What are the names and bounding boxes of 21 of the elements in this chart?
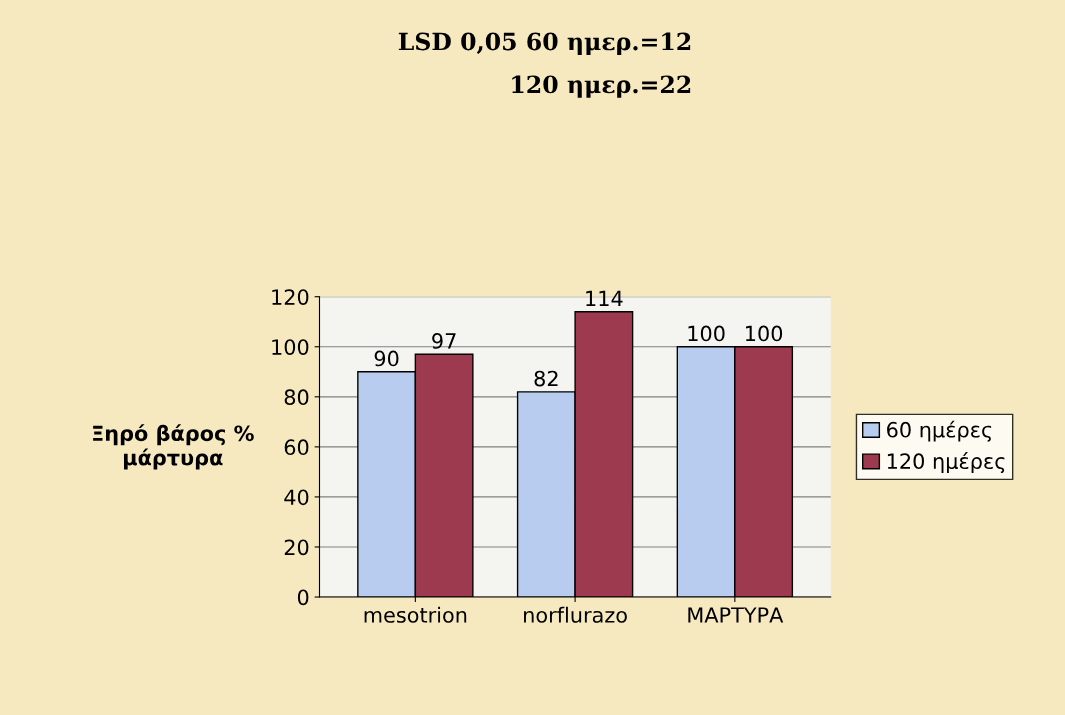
text: 120 ημερ.=22 [512, 75, 691, 98]
data-label: 97 [432, 333, 456, 349]
y-tick-label: 40 [284, 489, 309, 506]
x-tick-label: mesotrion [364, 606, 467, 623]
data-label: 90 [374, 350, 399, 367]
text: LSD 0,05 60 ημερ.=12 [398, 32, 691, 55]
data-label: 82 [534, 370, 558, 387]
y-axis-title: Ξηρό βάρος % μάρτυρα [93, 424, 254, 470]
data-label: 100 [688, 325, 725, 342]
y-tick-label: 80 [284, 389, 309, 406]
data-label: 114 [586, 290, 623, 307]
x-tick-label: ΜΑΡΤΥΡΑ [688, 607, 784, 623]
y-tick-label: 120 [272, 289, 309, 305]
legend-label: 120 ημέρες [887, 452, 1005, 474]
legend-label: 60 ημέρες [887, 420, 992, 442]
data-label: 100 [746, 325, 783, 342]
x-tick-label: norflurazo [524, 606, 627, 623]
y-tick-label: 60 [284, 439, 309, 456]
y-tick-label: 20 [284, 539, 309, 556]
y-tick-label: 100 [272, 339, 309, 355]
y-tick-label: 0 [297, 589, 309, 606]
